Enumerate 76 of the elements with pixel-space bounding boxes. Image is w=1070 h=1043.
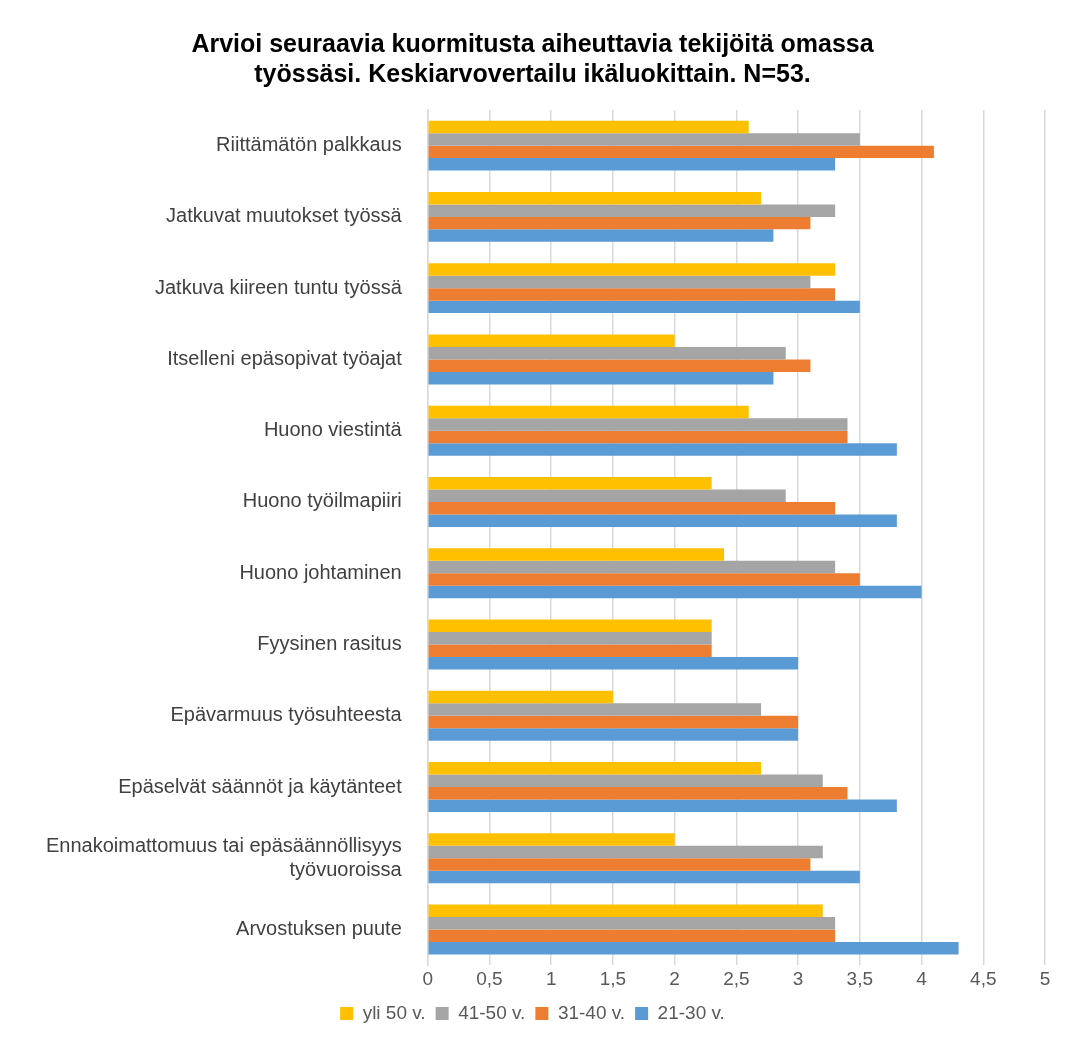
- bar: [428, 300, 860, 314]
- x-tick-label: 1,5: [599, 967, 627, 989]
- x-tick-label: 4,5: [970, 967, 997, 989]
- x-tick-label: 4: [916, 967, 928, 989]
- bar: [428, 229, 774, 242]
- bar: [428, 728, 799, 741]
- bar: [428, 690, 613, 704]
- bar: [428, 288, 836, 301]
- x-tick-label: 1: [545, 967, 557, 989]
- bar: [428, 430, 848, 444]
- y-tick-label: Huono työilmapiiri: [242, 489, 402, 512]
- bar: [428, 917, 836, 930]
- bar: [428, 833, 675, 846]
- legend-label: 41-50 v.: [458, 1001, 526, 1023]
- bar: [428, 514, 897, 527]
- bar: [428, 501, 836, 515]
- bar: [428, 489, 786, 502]
- bar: [428, 774, 823, 788]
- bar: [428, 619, 712, 633]
- bar: [428, 942, 959, 955]
- bar: [428, 560, 836, 574]
- y-tick-label: Huono johtaminen: [239, 560, 402, 583]
- y-tick-label: Itselleni epäsopivat työajat: [167, 346, 403, 369]
- y-tick-label: Huono viestintä: [263, 418, 403, 441]
- bar: [428, 371, 774, 385]
- bar: [428, 715, 799, 729]
- chart-title: Arvioi seuraavia kuormitusta aiheuttavia tekijöitä omassa työssäsi. Keskiarvovertailu ikäluokittain. N=53.: [191, 28, 875, 87]
- x-tick-label: 3,5: [846, 967, 874, 989]
- bar: [428, 263, 836, 276]
- legend-label: 21-30 v.: [657, 1001, 725, 1023]
- bar: [428, 120, 749, 134]
- bar: [428, 644, 712, 657]
- bar: [428, 216, 811, 230]
- bar: [428, 158, 836, 171]
- bar: [428, 443, 897, 456]
- y-tick-label: Fyysinen rasitus: [257, 632, 402, 655]
- x-tick-label: 2,5: [723, 967, 750, 989]
- bar: [428, 418, 848, 431]
- x-tick-label: 2: [669, 967, 680, 989]
- y-tick-label: Jatkuva kiireen tuntu työssä: [154, 275, 403, 298]
- bar: [428, 703, 762, 716]
- bar: [428, 573, 860, 586]
- bar: [428, 346, 786, 360]
- bar: [428, 275, 811, 289]
- bar: [428, 656, 799, 670]
- bar: [428, 191, 762, 205]
- bar: [428, 762, 762, 775]
- bar: [428, 133, 860, 146]
- x-tick-label: 3: [792, 967, 804, 989]
- bar: [428, 359, 811, 372]
- bar: [428, 334, 675, 347]
- y-tick-label: Arvostuksen puute: [236, 917, 402, 940]
- bar: [428, 845, 823, 859]
- bar: [428, 204, 836, 217]
- bar: [428, 145, 934, 159]
- bar: [428, 904, 823, 918]
- bar: [428, 929, 836, 943]
- bar: [428, 632, 712, 645]
- bar: [428, 870, 860, 884]
- bar: [428, 787, 848, 800]
- bar: [428, 477, 712, 490]
- x-tick-label: 5: [1039, 967, 1051, 989]
- legend-label: 31-40 v.: [557, 1001, 626, 1023]
- bar: [428, 585, 922, 599]
- y-tick-label: Jatkuvat muutokset työssä: [166, 204, 403, 227]
- legend-label: yli 50 v.: [362, 1001, 426, 1023]
- y-tick-label: Ennakoimattomuus tai epäsäännöllisyys työvuoroissa: [45, 833, 403, 880]
- bar: [428, 405, 749, 419]
- x-tick-label: 0,5: [476, 967, 503, 989]
- y-tick-label: Riittämätön palkkaus: [216, 133, 402, 156]
- y-tick-label: Epävarmuus työsuhteesta: [170, 703, 403, 726]
- y-tick-label: Epäselvät säännöt ja käytänteet: [118, 774, 403, 797]
- bar: [428, 799, 897, 812]
- bar: [428, 548, 725, 561]
- x-tick-label: 0: [422, 967, 434, 989]
- bar: [428, 858, 811, 871]
